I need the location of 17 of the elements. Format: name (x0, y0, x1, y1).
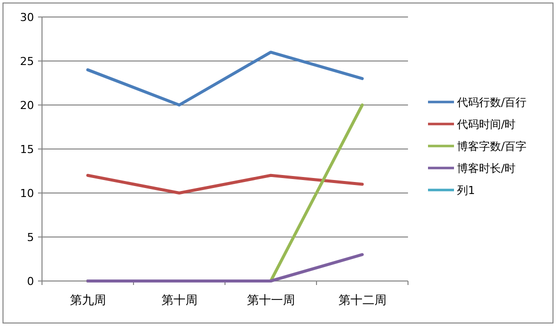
y-tick-label: 0 (27, 275, 34, 288)
y-tick-label: 5 (27, 231, 34, 244)
legend-label: 代码时间/时 (456, 118, 516, 131)
legend-label: 博客时长/时 (457, 162, 516, 175)
x-tick-label: 第九周 (70, 293, 106, 307)
y-tick-label: 10 (20, 187, 34, 200)
y-tick-label: 20 (20, 99, 34, 112)
legend-label: 代码行数/百行 (456, 96, 527, 109)
x-tick-label: 第十一周 (246, 293, 295, 307)
line-series (86, 50, 364, 106)
y-tick-label: 25 (20, 55, 34, 68)
legend-label: 博客字数/百字 (457, 140, 527, 153)
y-tick-label: 15 (20, 143, 34, 156)
y-tick-label: 30 (20, 11, 34, 24)
legend-label: 列1 (457, 184, 475, 197)
x-tick-label: 第十二周 (338, 293, 386, 307)
x-tick-label: 第十周 (161, 293, 198, 307)
